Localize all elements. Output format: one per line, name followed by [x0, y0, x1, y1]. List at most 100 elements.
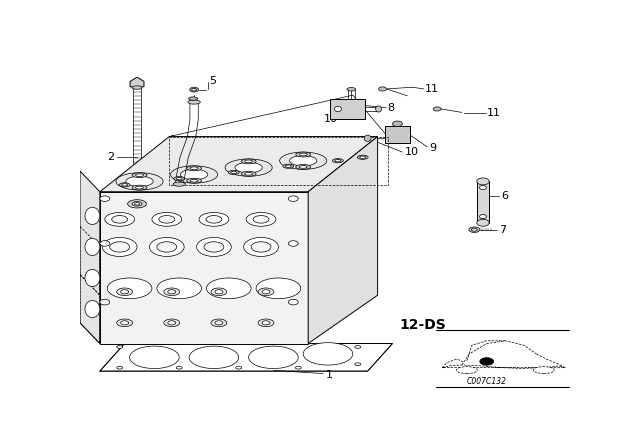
Ellipse shape — [168, 321, 176, 325]
Ellipse shape — [189, 97, 198, 100]
Ellipse shape — [469, 227, 480, 233]
Ellipse shape — [360, 156, 365, 159]
Ellipse shape — [116, 173, 163, 190]
Ellipse shape — [211, 319, 227, 327]
Ellipse shape — [102, 237, 137, 256]
Text: C007C132: C007C132 — [467, 377, 507, 386]
Text: 5: 5 — [209, 76, 216, 86]
Ellipse shape — [116, 345, 123, 349]
Ellipse shape — [180, 169, 208, 180]
Ellipse shape — [228, 170, 239, 174]
Text: 1: 1 — [326, 370, 333, 379]
Ellipse shape — [215, 290, 223, 294]
Ellipse shape — [288, 241, 298, 246]
Ellipse shape — [479, 185, 486, 190]
Ellipse shape — [190, 167, 198, 170]
Ellipse shape — [136, 186, 143, 189]
Ellipse shape — [332, 159, 344, 163]
Text: 12-DS: 12-DS — [400, 318, 447, 332]
Ellipse shape — [236, 366, 242, 369]
Ellipse shape — [127, 200, 147, 208]
Ellipse shape — [85, 301, 100, 318]
Text: 4: 4 — [167, 135, 174, 145]
Ellipse shape — [248, 346, 298, 369]
Ellipse shape — [355, 363, 361, 366]
Ellipse shape — [199, 212, 229, 226]
Ellipse shape — [116, 366, 123, 369]
Ellipse shape — [206, 215, 222, 223]
Polygon shape — [80, 171, 100, 344]
Ellipse shape — [244, 160, 253, 163]
Ellipse shape — [211, 288, 227, 296]
Ellipse shape — [85, 207, 100, 224]
Ellipse shape — [262, 321, 270, 325]
Text: 9: 9 — [429, 142, 437, 153]
Ellipse shape — [176, 177, 182, 180]
Ellipse shape — [105, 212, 134, 226]
Text: 11: 11 — [425, 84, 439, 94]
Ellipse shape — [300, 153, 307, 156]
Ellipse shape — [258, 288, 274, 296]
Ellipse shape — [280, 152, 327, 169]
Ellipse shape — [152, 212, 182, 226]
Ellipse shape — [376, 106, 381, 112]
Ellipse shape — [364, 135, 371, 142]
Ellipse shape — [164, 319, 180, 327]
Ellipse shape — [100, 299, 110, 305]
Ellipse shape — [215, 321, 223, 325]
Ellipse shape — [296, 164, 310, 169]
Ellipse shape — [188, 100, 200, 104]
Ellipse shape — [225, 159, 272, 176]
Ellipse shape — [173, 182, 186, 186]
Ellipse shape — [256, 278, 301, 299]
Text: 11: 11 — [486, 108, 500, 118]
Polygon shape — [385, 126, 410, 143]
Ellipse shape — [258, 319, 274, 327]
Ellipse shape — [262, 290, 270, 294]
Ellipse shape — [187, 178, 202, 183]
Ellipse shape — [456, 366, 477, 374]
Ellipse shape — [121, 290, 129, 294]
Ellipse shape — [187, 166, 202, 171]
Ellipse shape — [100, 241, 110, 246]
Ellipse shape — [164, 288, 180, 296]
Ellipse shape — [285, 165, 291, 168]
Ellipse shape — [231, 171, 237, 174]
Text: 8: 8 — [388, 103, 395, 113]
Ellipse shape — [119, 183, 130, 187]
Ellipse shape — [295, 366, 301, 369]
Text: 2: 2 — [108, 152, 115, 162]
Ellipse shape — [283, 164, 294, 168]
Text: 10: 10 — [404, 147, 419, 157]
Ellipse shape — [121, 321, 129, 325]
Ellipse shape — [112, 215, 127, 223]
Ellipse shape — [110, 242, 129, 252]
Ellipse shape — [157, 242, 177, 252]
Ellipse shape — [100, 196, 110, 202]
Ellipse shape — [335, 106, 341, 112]
Ellipse shape — [85, 238, 100, 255]
Ellipse shape — [241, 172, 256, 176]
Polygon shape — [100, 192, 308, 344]
Ellipse shape — [253, 215, 269, 223]
Polygon shape — [477, 181, 489, 223]
Ellipse shape — [355, 345, 361, 349]
Text: 3: 3 — [108, 199, 115, 209]
Ellipse shape — [357, 155, 368, 159]
Ellipse shape — [126, 176, 153, 186]
Polygon shape — [100, 137, 378, 192]
Ellipse shape — [477, 220, 489, 226]
Ellipse shape — [251, 242, 271, 252]
Ellipse shape — [303, 343, 353, 365]
Ellipse shape — [132, 185, 147, 190]
Ellipse shape — [477, 178, 489, 185]
Ellipse shape — [132, 202, 142, 206]
Ellipse shape — [288, 299, 298, 305]
Ellipse shape — [533, 366, 554, 374]
Ellipse shape — [173, 177, 185, 181]
Ellipse shape — [479, 215, 486, 219]
Ellipse shape — [176, 366, 182, 369]
Ellipse shape — [157, 278, 202, 299]
Ellipse shape — [134, 202, 140, 205]
Polygon shape — [330, 99, 365, 119]
